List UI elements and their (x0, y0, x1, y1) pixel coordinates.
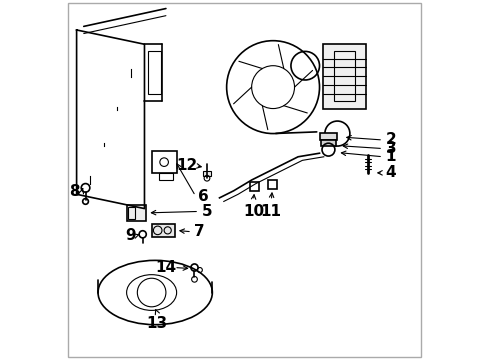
Text: 7: 7 (194, 224, 204, 239)
Text: 3: 3 (385, 141, 395, 156)
Text: 9: 9 (124, 228, 135, 243)
Bar (323, 44, 365, 109)
Text: 10: 10 (243, 204, 264, 219)
Bar (249, 182, 258, 191)
Text: 4: 4 (385, 165, 395, 180)
Bar (319, 133, 337, 140)
Text: 14: 14 (155, 260, 176, 275)
Bar (320, 140, 336, 146)
Text: 1: 1 (385, 149, 395, 164)
Text: 6: 6 (198, 189, 208, 203)
Polygon shape (77, 30, 144, 208)
Text: 8: 8 (69, 184, 80, 199)
Bar (267, 180, 276, 189)
Text: 13: 13 (146, 316, 167, 332)
Bar (159, 173, 173, 180)
Bar (148, 51, 160, 94)
Text: 2: 2 (385, 132, 396, 148)
Bar (203, 171, 210, 176)
Bar (333, 51, 354, 102)
Text: 5: 5 (201, 204, 212, 219)
Bar (126, 205, 146, 221)
Bar (128, 207, 135, 219)
Bar (151, 224, 175, 237)
Text: 12: 12 (177, 158, 198, 173)
Bar (151, 152, 176, 173)
Text: 11: 11 (260, 204, 281, 219)
